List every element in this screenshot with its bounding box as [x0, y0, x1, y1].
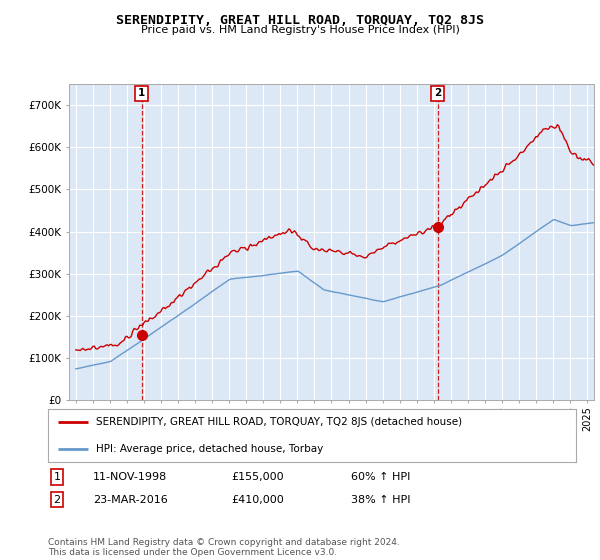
- Text: SERENDIPITY, GREAT HILL ROAD, TORQUAY, TQ2 8JS (detached house): SERENDIPITY, GREAT HILL ROAD, TORQUAY, T…: [95, 417, 461, 427]
- Text: £410,000: £410,000: [231, 494, 284, 505]
- Text: Price paid vs. HM Land Registry's House Price Index (HPI): Price paid vs. HM Land Registry's House …: [140, 25, 460, 35]
- Text: Contains HM Land Registry data © Crown copyright and database right 2024.
This d: Contains HM Land Registry data © Crown c…: [48, 538, 400, 557]
- Text: 1: 1: [138, 88, 145, 99]
- Text: 1: 1: [53, 472, 61, 482]
- Text: 38% ↑ HPI: 38% ↑ HPI: [351, 494, 410, 505]
- Text: SERENDIPITY, GREAT HILL ROAD, TORQUAY, TQ2 8JS: SERENDIPITY, GREAT HILL ROAD, TORQUAY, T…: [116, 14, 484, 27]
- Text: 23-MAR-2016: 23-MAR-2016: [93, 494, 168, 505]
- Text: HPI: Average price, detached house, Torbay: HPI: Average price, detached house, Torb…: [95, 444, 323, 454]
- Text: 2: 2: [434, 88, 441, 99]
- Text: 11-NOV-1998: 11-NOV-1998: [93, 472, 167, 482]
- Text: £155,000: £155,000: [231, 472, 284, 482]
- Text: 60% ↑ HPI: 60% ↑ HPI: [351, 472, 410, 482]
- Text: 2: 2: [53, 494, 61, 505]
